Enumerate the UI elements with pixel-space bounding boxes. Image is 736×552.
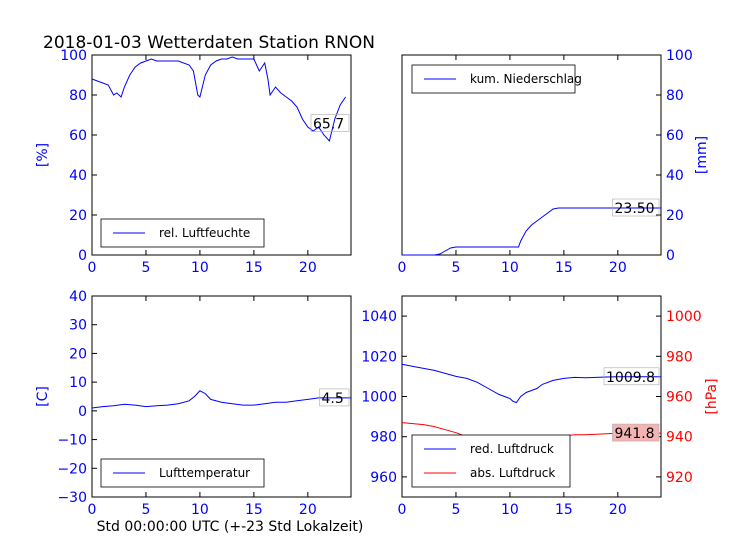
y-axis-label: [%] xyxy=(35,143,51,167)
x-tick-label: 0 xyxy=(398,502,407,518)
y-tick-label: 960 xyxy=(370,470,397,486)
x-tick-label: 20 xyxy=(609,502,627,518)
x-tick-label: 5 xyxy=(451,502,460,518)
legend: rel. Luftfeuchte xyxy=(100,218,265,248)
y-tick-label: 0 xyxy=(78,404,87,420)
y-tick-label: −30 xyxy=(57,490,87,506)
series-line xyxy=(91,56,347,143)
y-tick-label: 920 xyxy=(666,470,693,486)
x-tick-label: 20 xyxy=(299,260,317,276)
series-line xyxy=(401,363,661,404)
legend-entry: Lufttemperatur xyxy=(159,466,250,480)
legend-entry: kum. Niederschlag xyxy=(470,72,582,86)
y-tick-label: 60 xyxy=(666,128,684,144)
y-tick-label: 20 xyxy=(666,208,684,224)
legend-entry: abs. Luftdruck xyxy=(470,466,555,480)
annotation-label: 941.8 xyxy=(615,426,655,442)
x-tick-label: 15 xyxy=(555,260,573,276)
y-tick-label: 1000 xyxy=(361,390,397,406)
legend-box xyxy=(411,434,571,488)
annotation-box xyxy=(612,198,660,217)
y-tick-label: 40 xyxy=(69,168,87,184)
annotation-label: 4.5 xyxy=(322,391,344,407)
x-tick-label: 10 xyxy=(501,260,519,276)
y-tick-label: 80 xyxy=(666,88,684,104)
x-tick-label: 0 xyxy=(88,502,97,518)
legend: Lufttemperatur xyxy=(100,458,265,488)
y-axis-label: [hPa] xyxy=(704,378,720,414)
y-tick-label: −20 xyxy=(57,461,87,477)
y-tick-label: 940 xyxy=(666,430,693,446)
x-tick-label: 15 xyxy=(555,502,573,518)
x-tick-label: 10 xyxy=(501,502,519,518)
y-tick-label: 20 xyxy=(69,346,87,362)
x-tick-label: 15 xyxy=(245,502,263,518)
annotation-box xyxy=(612,423,660,442)
panel-bottom-right: 0 5 10 15 20 960 980 1000 1020 1040 920 940 960 980 10… xyxy=(361,295,720,518)
y-tick-label: 40 xyxy=(666,168,684,184)
y-tick-label: 60 xyxy=(69,128,87,144)
annotation-box xyxy=(603,367,660,386)
y-axis-label: [mm] xyxy=(694,136,710,174)
panel-top-right: 0 5 10 15 20 0 20 40 60 80 100 [mm] kum. Niederschla… xyxy=(398,48,710,276)
y-tick-label: 0 xyxy=(78,248,87,264)
annotation-label: 1009.8 xyxy=(606,370,655,386)
annotation-label: 65.7 xyxy=(313,117,344,133)
y-tick-label: 980 xyxy=(666,349,693,365)
legend-entry: red. Luftdruck xyxy=(470,442,554,456)
legend-entry: rel. Luftfeuchte xyxy=(159,226,250,240)
x-tick-label: 15 xyxy=(245,260,263,276)
y-tick-label: 80 xyxy=(69,88,87,104)
y-tick-label: 960 xyxy=(666,390,693,406)
x-axis-label: Std 00:00:00 UTC (+-23 Std Lokalzeit) xyxy=(97,519,364,535)
y-tick-label: 100 xyxy=(666,48,693,64)
x-tick-label: 10 xyxy=(191,502,209,518)
x-tick-label: 5 xyxy=(451,260,460,276)
plot-frame xyxy=(401,54,662,256)
legend: kum. Niederschlag xyxy=(411,64,582,94)
y-tick-label: 30 xyxy=(69,318,87,334)
panel-bottom-left: 0 5 10 15 20 −30 −20 −10 0 10 20 30 40 [C] Lufttempera… xyxy=(35,289,352,518)
x-tick-label: 10 xyxy=(191,260,209,276)
y-tick-label: 100 xyxy=(60,48,87,64)
y-axis-label: [C] xyxy=(35,386,51,407)
y-tick-label: 40 xyxy=(69,289,87,305)
x-tick-label: 20 xyxy=(609,260,627,276)
y-tick-label: 0 xyxy=(666,248,675,264)
y-tick-label: −10 xyxy=(57,433,87,449)
x-tick-label: 20 xyxy=(299,502,317,518)
y-tick-label: 1040 xyxy=(361,309,397,325)
plot-frame xyxy=(91,54,352,256)
annotation-label: 23.50 xyxy=(615,201,655,217)
y-tick-label: 1020 xyxy=(361,349,397,365)
plot-frame xyxy=(91,295,352,498)
y-tick-label: 20 xyxy=(69,208,87,224)
x-tick-label: 5 xyxy=(141,502,150,518)
chart-title: 2018-01-03 Wetterdaten Station RNON xyxy=(43,33,375,53)
x-tick-label: 0 xyxy=(88,260,97,276)
y-tick-label: 1000 xyxy=(666,309,702,325)
series-line xyxy=(402,207,661,256)
x-tick-label: 5 xyxy=(141,260,150,276)
legend: red. Luftdruck abs. Luftdruck xyxy=(411,434,571,488)
y-tick-label: 10 xyxy=(69,375,87,391)
annotation-box xyxy=(319,388,350,407)
annotation-box xyxy=(310,114,350,132)
x-tick-label: 0 xyxy=(398,260,407,276)
panel-top-left: 0 5 10 15 20 0 20 40 60 80 100 [%] rel. Luftfeuchte 6… xyxy=(35,48,352,276)
series-line xyxy=(91,390,351,409)
y-tick-label: 980 xyxy=(370,430,397,446)
